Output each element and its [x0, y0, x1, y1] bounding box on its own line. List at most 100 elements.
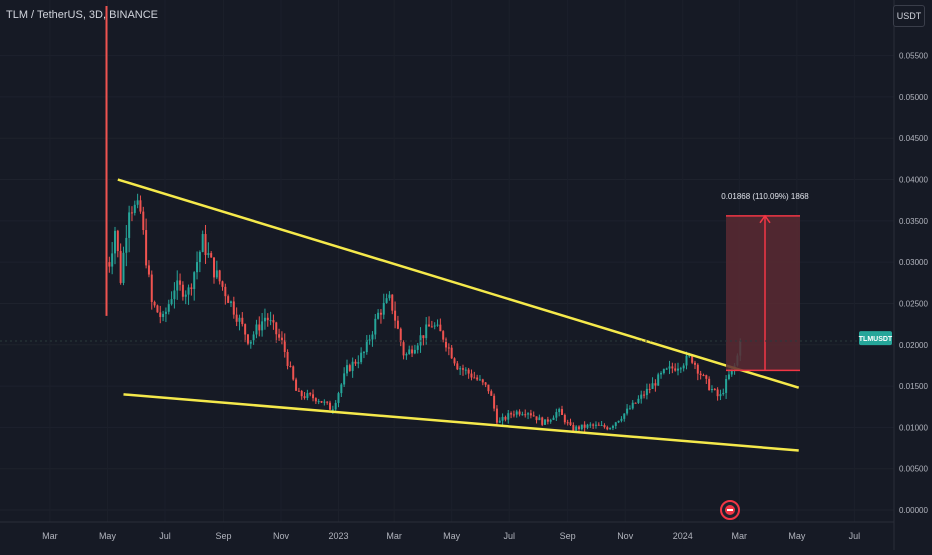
candle-body [640, 394, 643, 399]
candle-body [235, 314, 238, 322]
candles [105, 6, 742, 433]
candle-body [430, 326, 433, 328]
candle-body [122, 252, 125, 283]
candle-body [164, 311, 167, 314]
candle-body [241, 317, 244, 325]
candle-body [170, 299, 173, 305]
candle-body [162, 313, 165, 318]
candle-body [546, 419, 549, 422]
candle-body [297, 390, 300, 392]
candle-body [156, 305, 159, 313]
candle-body [490, 391, 493, 396]
candle-body [535, 416, 538, 421]
candle-body [727, 374, 730, 380]
time-tick-label: Mar [42, 531, 58, 541]
candle-body [246, 334, 249, 344]
candle-body [688, 355, 691, 357]
candle-body [577, 426, 580, 430]
price-tick-label: 0.02500 [899, 299, 928, 308]
candle-body [575, 426, 578, 431]
candle-body [229, 301, 232, 303]
candle-body [569, 422, 572, 426]
trendline-lower[interactable] [123, 393, 799, 452]
candle-body [377, 312, 380, 319]
candle-body [320, 401, 323, 403]
candle-body [507, 413, 510, 420]
candle-body [419, 335, 422, 346]
candle-body [142, 211, 145, 231]
candle-body [190, 287, 193, 290]
candle-body [351, 361, 354, 371]
candle-body [611, 425, 614, 429]
measure-tool: 0.01868 (110.09%) 1868 [721, 192, 809, 372]
candle-body [433, 325, 436, 327]
candle-body [374, 318, 377, 335]
candle-body [493, 395, 496, 409]
candle-body [527, 413, 530, 415]
symbol-price-tag [859, 331, 892, 346]
candle-body [289, 365, 292, 367]
time-tick-label: Nov [617, 531, 634, 541]
candle-body [481, 379, 484, 383]
candle-body [405, 354, 408, 356]
candle-body [249, 340, 252, 344]
candle-body [566, 422, 569, 424]
candle-body [300, 390, 303, 397]
candle-body [558, 409, 561, 413]
candle-body [133, 204, 136, 213]
symbol-price-tag-label: TLMUSDT [859, 336, 893, 343]
candle-body [592, 424, 595, 426]
candle-body [213, 257, 216, 278]
candle-body [459, 368, 462, 370]
candle-body [116, 230, 119, 252]
candle-body [331, 409, 334, 411]
candle-body [722, 392, 725, 395]
candle-body [303, 396, 306, 398]
candle-body [498, 420, 501, 423]
candle-body [467, 369, 470, 374]
candle-body [402, 342, 405, 356]
candle-body [147, 265, 150, 275]
measure-box[interactable] [726, 215, 800, 371]
candle-body [428, 324, 431, 327]
candle-body [713, 388, 716, 390]
candle-body [677, 368, 680, 371]
candle-body [128, 212, 131, 238]
candle-body [476, 377, 479, 380]
time-tick-label: Jul [159, 531, 171, 541]
candle-body [334, 402, 337, 410]
price-tick-label: 0.05000 [899, 93, 928, 102]
candle-body [408, 349, 411, 355]
candle-body [510, 413, 513, 415]
candle-body [275, 322, 278, 335]
candle-body [111, 253, 114, 267]
candle-body [648, 388, 651, 390]
time-tick-label: Sep [215, 531, 231, 541]
candle-body [244, 324, 247, 335]
candle-body [538, 417, 541, 421]
candle-body [184, 294, 187, 297]
candle-body [238, 317, 241, 322]
candle-body [306, 393, 309, 398]
candle-body [198, 251, 201, 263]
candle-body [583, 424, 586, 428]
candle-body [654, 383, 657, 386]
currency-button[interactable]: USDT [893, 5, 925, 27]
trendline-upper[interactable] [117, 178, 800, 389]
candle-body [495, 408, 498, 423]
time-tick-label: Nov [273, 531, 290, 541]
candle-body [263, 317, 266, 322]
candle-body [227, 296, 230, 303]
candle-body [589, 424, 592, 426]
trendlines [117, 178, 800, 452]
candle-body [357, 362, 360, 364]
candle-body [623, 413, 626, 419]
event-marker-icon[interactable] [720, 500, 740, 520]
candle-body [252, 334, 255, 341]
candle-body [179, 280, 182, 285]
price-tick-label: 0.03000 [899, 258, 928, 267]
price-tick-label: 0.04500 [899, 134, 928, 143]
candle-body [445, 339, 448, 348]
